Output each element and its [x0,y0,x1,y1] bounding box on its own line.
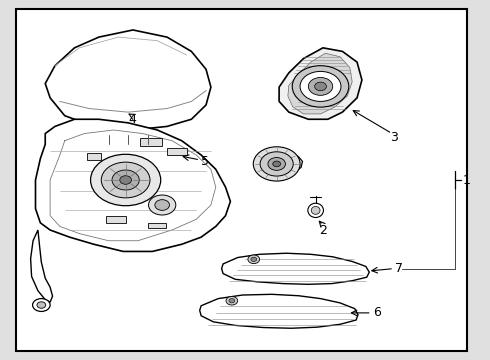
Text: 3: 3 [390,131,397,144]
Circle shape [260,152,293,176]
FancyBboxPatch shape [16,9,466,351]
Polygon shape [256,151,302,177]
FancyBboxPatch shape [106,216,125,223]
Circle shape [37,302,46,308]
FancyBboxPatch shape [140,138,162,146]
Text: 2: 2 [319,224,327,237]
Circle shape [155,200,170,210]
Circle shape [251,257,257,261]
Circle shape [248,255,260,264]
Polygon shape [200,294,358,328]
Circle shape [112,170,139,190]
Polygon shape [279,48,362,119]
Circle shape [226,296,238,305]
Circle shape [91,154,161,206]
Circle shape [101,162,150,198]
Circle shape [148,195,176,215]
Polygon shape [288,53,352,114]
FancyBboxPatch shape [147,222,166,228]
Text: 6: 6 [373,306,381,319]
Circle shape [253,147,300,181]
Polygon shape [221,253,369,284]
Circle shape [300,71,341,102]
Circle shape [273,161,281,167]
Ellipse shape [308,203,323,217]
Polygon shape [30,230,52,302]
Circle shape [268,157,286,170]
Text: 5: 5 [201,154,209,167]
Text: 1: 1 [463,174,470,186]
Circle shape [292,66,349,107]
Circle shape [308,77,333,95]
Circle shape [120,176,131,184]
Circle shape [315,82,326,91]
Text: 7: 7 [395,262,403,275]
Polygon shape [45,30,211,130]
Circle shape [229,298,235,303]
Circle shape [32,298,50,311]
Ellipse shape [311,206,320,214]
FancyBboxPatch shape [167,148,187,155]
Text: 4: 4 [128,113,136,126]
FancyBboxPatch shape [87,153,101,160]
Polygon shape [35,119,230,251]
